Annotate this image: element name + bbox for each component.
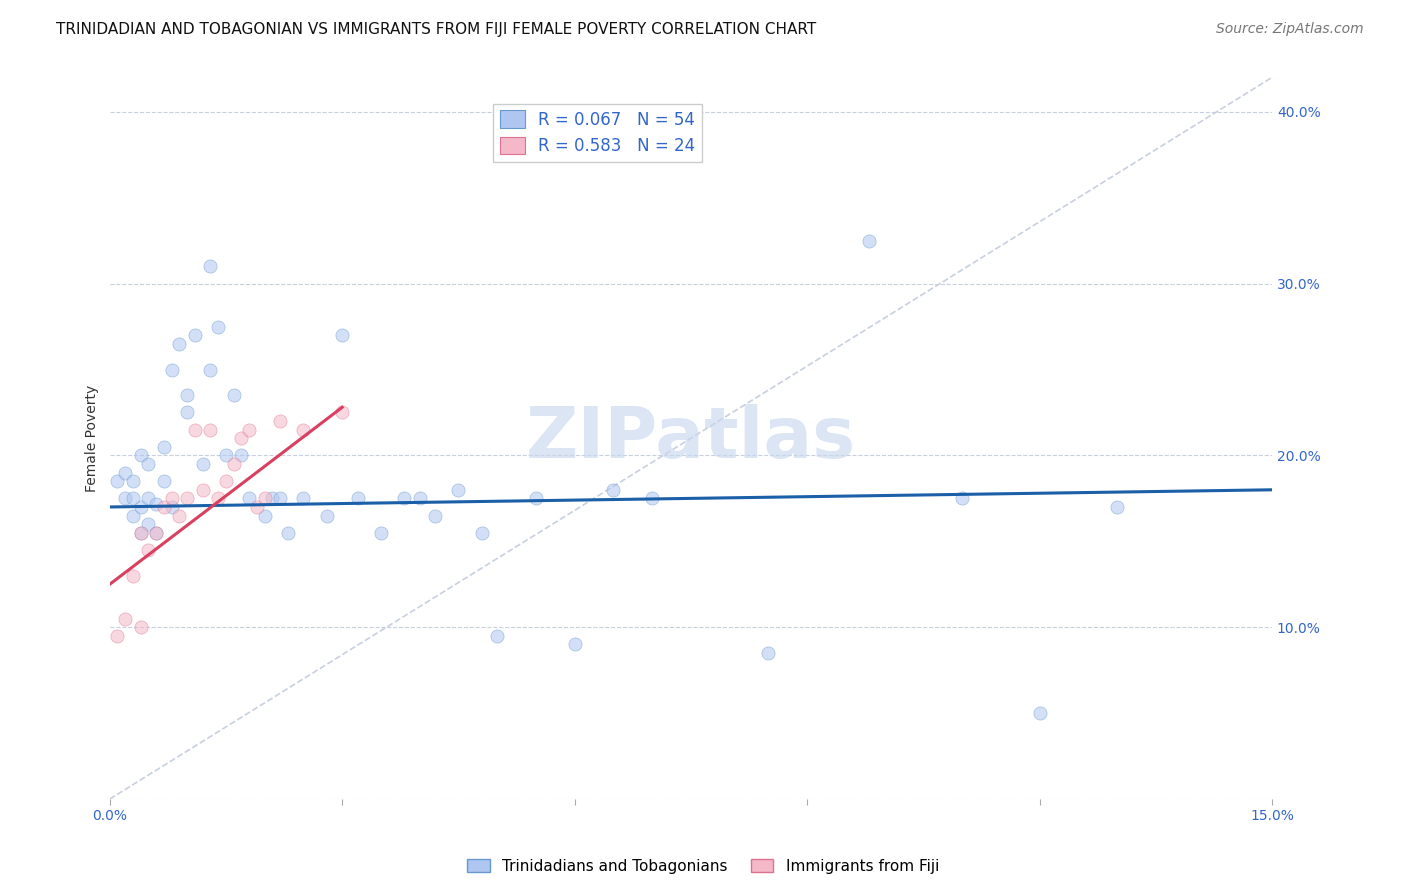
Point [200,423,222,437]
Point [524,491,547,506]
Point [471,525,494,540]
Point [269,491,291,506]
Point [486,629,509,643]
Point [107,629,129,643]
Text: TRINIDADIAN AND TOBAGONIAN VS IMMIGRANTS FROM FIJI FEMALE POVERTY CORRELATION CH: TRINIDADIAN AND TOBAGONIAN VS IMMIGRANTS… [56,22,817,37]
Point [145,525,167,540]
Point [238,423,260,437]
Point [564,637,586,651]
Point [207,491,229,506]
Point [153,500,176,514]
Point [346,491,368,506]
Point [153,440,176,454]
Point [176,405,198,419]
Point [215,449,238,463]
Point [269,414,291,428]
Point [246,500,269,514]
Point [277,525,299,540]
Point [138,543,160,558]
Y-axis label: Female Poverty: Female Poverty [86,384,100,491]
Point [262,491,284,506]
Point [129,449,152,463]
Point [602,483,624,497]
Point [641,491,664,506]
Point [107,474,129,488]
Point [129,525,152,540]
Point [184,423,207,437]
Point [129,620,152,634]
Point [1028,706,1050,721]
Point [330,328,353,343]
Point [200,260,222,274]
Legend: R = 0.067   N = 54, R = 0.583   N = 24: R = 0.067 N = 54, R = 0.583 N = 24 [494,103,702,161]
Text: Source: ZipAtlas.com: Source: ZipAtlas.com [1216,22,1364,37]
Point [215,474,238,488]
Point [153,474,176,488]
Point [122,491,145,506]
Point [114,612,136,626]
Point [858,234,880,248]
Point [191,457,214,471]
Point [160,491,183,506]
Point [129,500,152,514]
Point [950,491,973,506]
Point [253,508,276,523]
Legend: Trinidadians and Tobagonians, Immigrants from Fiji: Trinidadians and Tobagonians, Immigrants… [461,853,945,880]
Point [160,362,183,376]
Point [756,646,779,660]
Point [238,491,260,506]
Point [129,525,152,540]
Point [169,508,191,523]
Point [191,483,214,497]
Text: ZIPatlas: ZIPatlas [526,404,856,473]
Point [138,491,160,506]
Point [200,362,222,376]
Point [114,466,136,480]
Point [114,491,136,506]
Point [169,336,191,351]
Point [292,491,315,506]
Point [122,568,145,582]
Point [370,525,392,540]
Point [292,423,315,437]
Point [207,319,229,334]
Point [392,491,415,506]
Point [315,508,337,523]
Point [408,491,430,506]
Point [222,457,245,471]
Point [122,508,145,523]
Point [138,457,160,471]
Point [176,491,198,506]
Point [145,525,167,540]
Point [145,497,167,511]
Point [184,328,207,343]
Point [122,474,145,488]
Point [231,449,253,463]
Point [1105,500,1128,514]
Point [423,508,446,523]
Point [222,388,245,402]
Point [253,491,276,506]
Point [231,431,253,445]
Point [160,500,183,514]
Point [176,388,198,402]
Point [447,483,470,497]
Point [330,405,353,419]
Point [138,517,160,532]
